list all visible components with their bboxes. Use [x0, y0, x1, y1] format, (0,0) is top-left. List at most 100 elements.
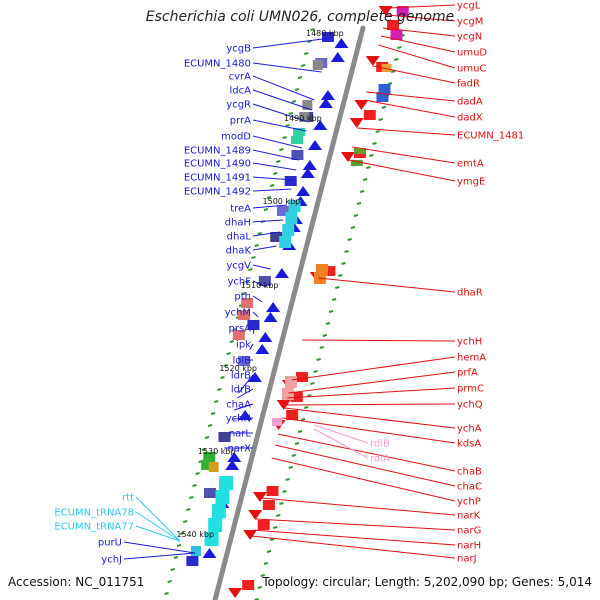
genome-backbone — [212, 25, 366, 600]
forward-gene-block — [238, 356, 251, 366]
tick-mark — [269, 538, 275, 541]
tick-mark — [335, 286, 340, 289]
gene-label-chab: chaB — [457, 467, 482, 478]
gene-label-dhah: dhaH — [225, 218, 251, 229]
gene-label-prra: prrA — [230, 116, 251, 127]
gene-label-lolb: lolB — [232, 356, 251, 367]
forward-gene-arrow — [334, 38, 349, 48]
tick-mark — [245, 280, 250, 283]
forward-gene-block — [270, 232, 283, 242]
tick-mark — [341, 262, 346, 265]
tick-mark — [241, 292, 247, 295]
gene-label-prmc: prmC — [457, 384, 484, 395]
reverse-gene-block — [242, 580, 255, 590]
tick-mark — [260, 574, 266, 577]
tick-mark — [189, 496, 194, 499]
gene-label-umuc: umuC — [457, 64, 486, 75]
gene-label-narh: narH — [457, 541, 481, 552]
tick-mark — [207, 424, 213, 427]
tick-mark — [210, 412, 216, 415]
tick-mark — [294, 442, 300, 445]
gene-label-nark: narK — [457, 511, 481, 522]
tick-mark — [331, 298, 337, 301]
tick-mark — [366, 166, 371, 169]
forward-gene-arrow — [202, 548, 217, 558]
gene-label-ychj: ychJ — [101, 555, 122, 566]
tick-mark — [390, 70, 396, 73]
gene-block-cyan — [215, 490, 230, 504]
gene-block-orange — [381, 64, 392, 72]
tick-mark — [282, 136, 287, 139]
forward-gene-block — [258, 276, 271, 286]
tick-mark — [232, 328, 238, 331]
gene-block-grey — [302, 100, 313, 110]
tick-mark — [279, 502, 284, 505]
gene-block-pink — [281, 388, 294, 400]
kbp-label: 1500 kbp — [263, 197, 301, 206]
tick-mark — [164, 592, 169, 595]
gene-block-cyan — [190, 546, 201, 556]
tick-mark — [263, 562, 269, 565]
gene-label-pth: pth — [234, 292, 251, 303]
tick-mark — [263, 208, 269, 211]
tick-mark — [272, 526, 278, 529]
gene-label-narj: narJ — [457, 554, 477, 565]
tick-mark — [378, 118, 383, 121]
tick-mark — [276, 160, 281, 163]
reverse-gene-block — [266, 486, 279, 496]
tick-mark — [282, 490, 287, 493]
reverse-gene-arrow — [228, 588, 243, 598]
reverse-gene-block — [262, 500, 275, 510]
forward-gene-arrow — [255, 344, 270, 354]
tick-mark — [192, 484, 197, 487]
tick-mark — [362, 178, 368, 181]
tick-mark — [300, 64, 306, 67]
gene-label-ecumn_trna77: ECUMN_tRNA77 — [54, 522, 134, 533]
gene-label-ycgr: ycgR — [226, 100, 251, 111]
gene-block-gold — [208, 462, 219, 472]
gene-label-ychn: ychN — [226, 414, 251, 425]
tick-mark — [338, 274, 343, 277]
reverse-gene-block — [286, 410, 299, 420]
tick-mark — [285, 478, 290, 481]
gene-block-teal — [291, 136, 304, 144]
forward-gene-arrow — [308, 140, 323, 150]
forward-gene-arrow — [227, 452, 242, 462]
tick-mark — [397, 46, 402, 49]
gene-label-trea: treA — [230, 204, 251, 215]
tick-mark — [313, 370, 318, 373]
forward-gene-block — [247, 320, 260, 330]
gene-label-ychp: ychP — [457, 497, 481, 508]
gene-block-green — [201, 460, 214, 470]
tick-mark — [167, 580, 172, 583]
forward-gene-arrow — [300, 168, 315, 178]
tick-mark — [325, 322, 331, 325]
gene-label-umud: umuD — [457, 48, 487, 59]
forward-gene-arrow — [330, 52, 345, 62]
tick-mark — [251, 256, 256, 259]
tick-mark — [307, 40, 312, 43]
tick-mark — [294, 88, 300, 91]
genome-summary: Topology: circular; Length: 5,202,090 bp… — [262, 575, 592, 589]
tick-mark — [276, 514, 281, 517]
forward-gene-arrow — [266, 302, 281, 312]
tick-mark — [288, 466, 293, 469]
kbp-label: 1510 kbp — [241, 281, 279, 290]
reverse-gene-arrow — [354, 100, 369, 110]
forward-gene-block — [203, 488, 216, 498]
gene-label-dadx: dadX — [457, 113, 483, 124]
gene-label-cvra: cvrA — [229, 72, 252, 83]
reverse-gene-block — [257, 520, 270, 530]
gene-block-magenta — [390, 30, 403, 40]
gene-label-hema: hemA — [457, 353, 486, 364]
tick-mark — [310, 28, 315, 31]
tick-mark — [297, 76, 303, 79]
gene-label-emta: emtA — [457, 159, 484, 170]
tick-mark — [291, 100, 297, 103]
gene-label-ecumn_1480: ECUMN_1480 — [184, 59, 251, 70]
tick-mark — [186, 508, 191, 511]
tick-mark — [248, 268, 253, 271]
tick-mark — [350, 226, 356, 229]
tick-mark — [316, 358, 321, 361]
gene-label-prsa: prsA — [228, 324, 251, 335]
